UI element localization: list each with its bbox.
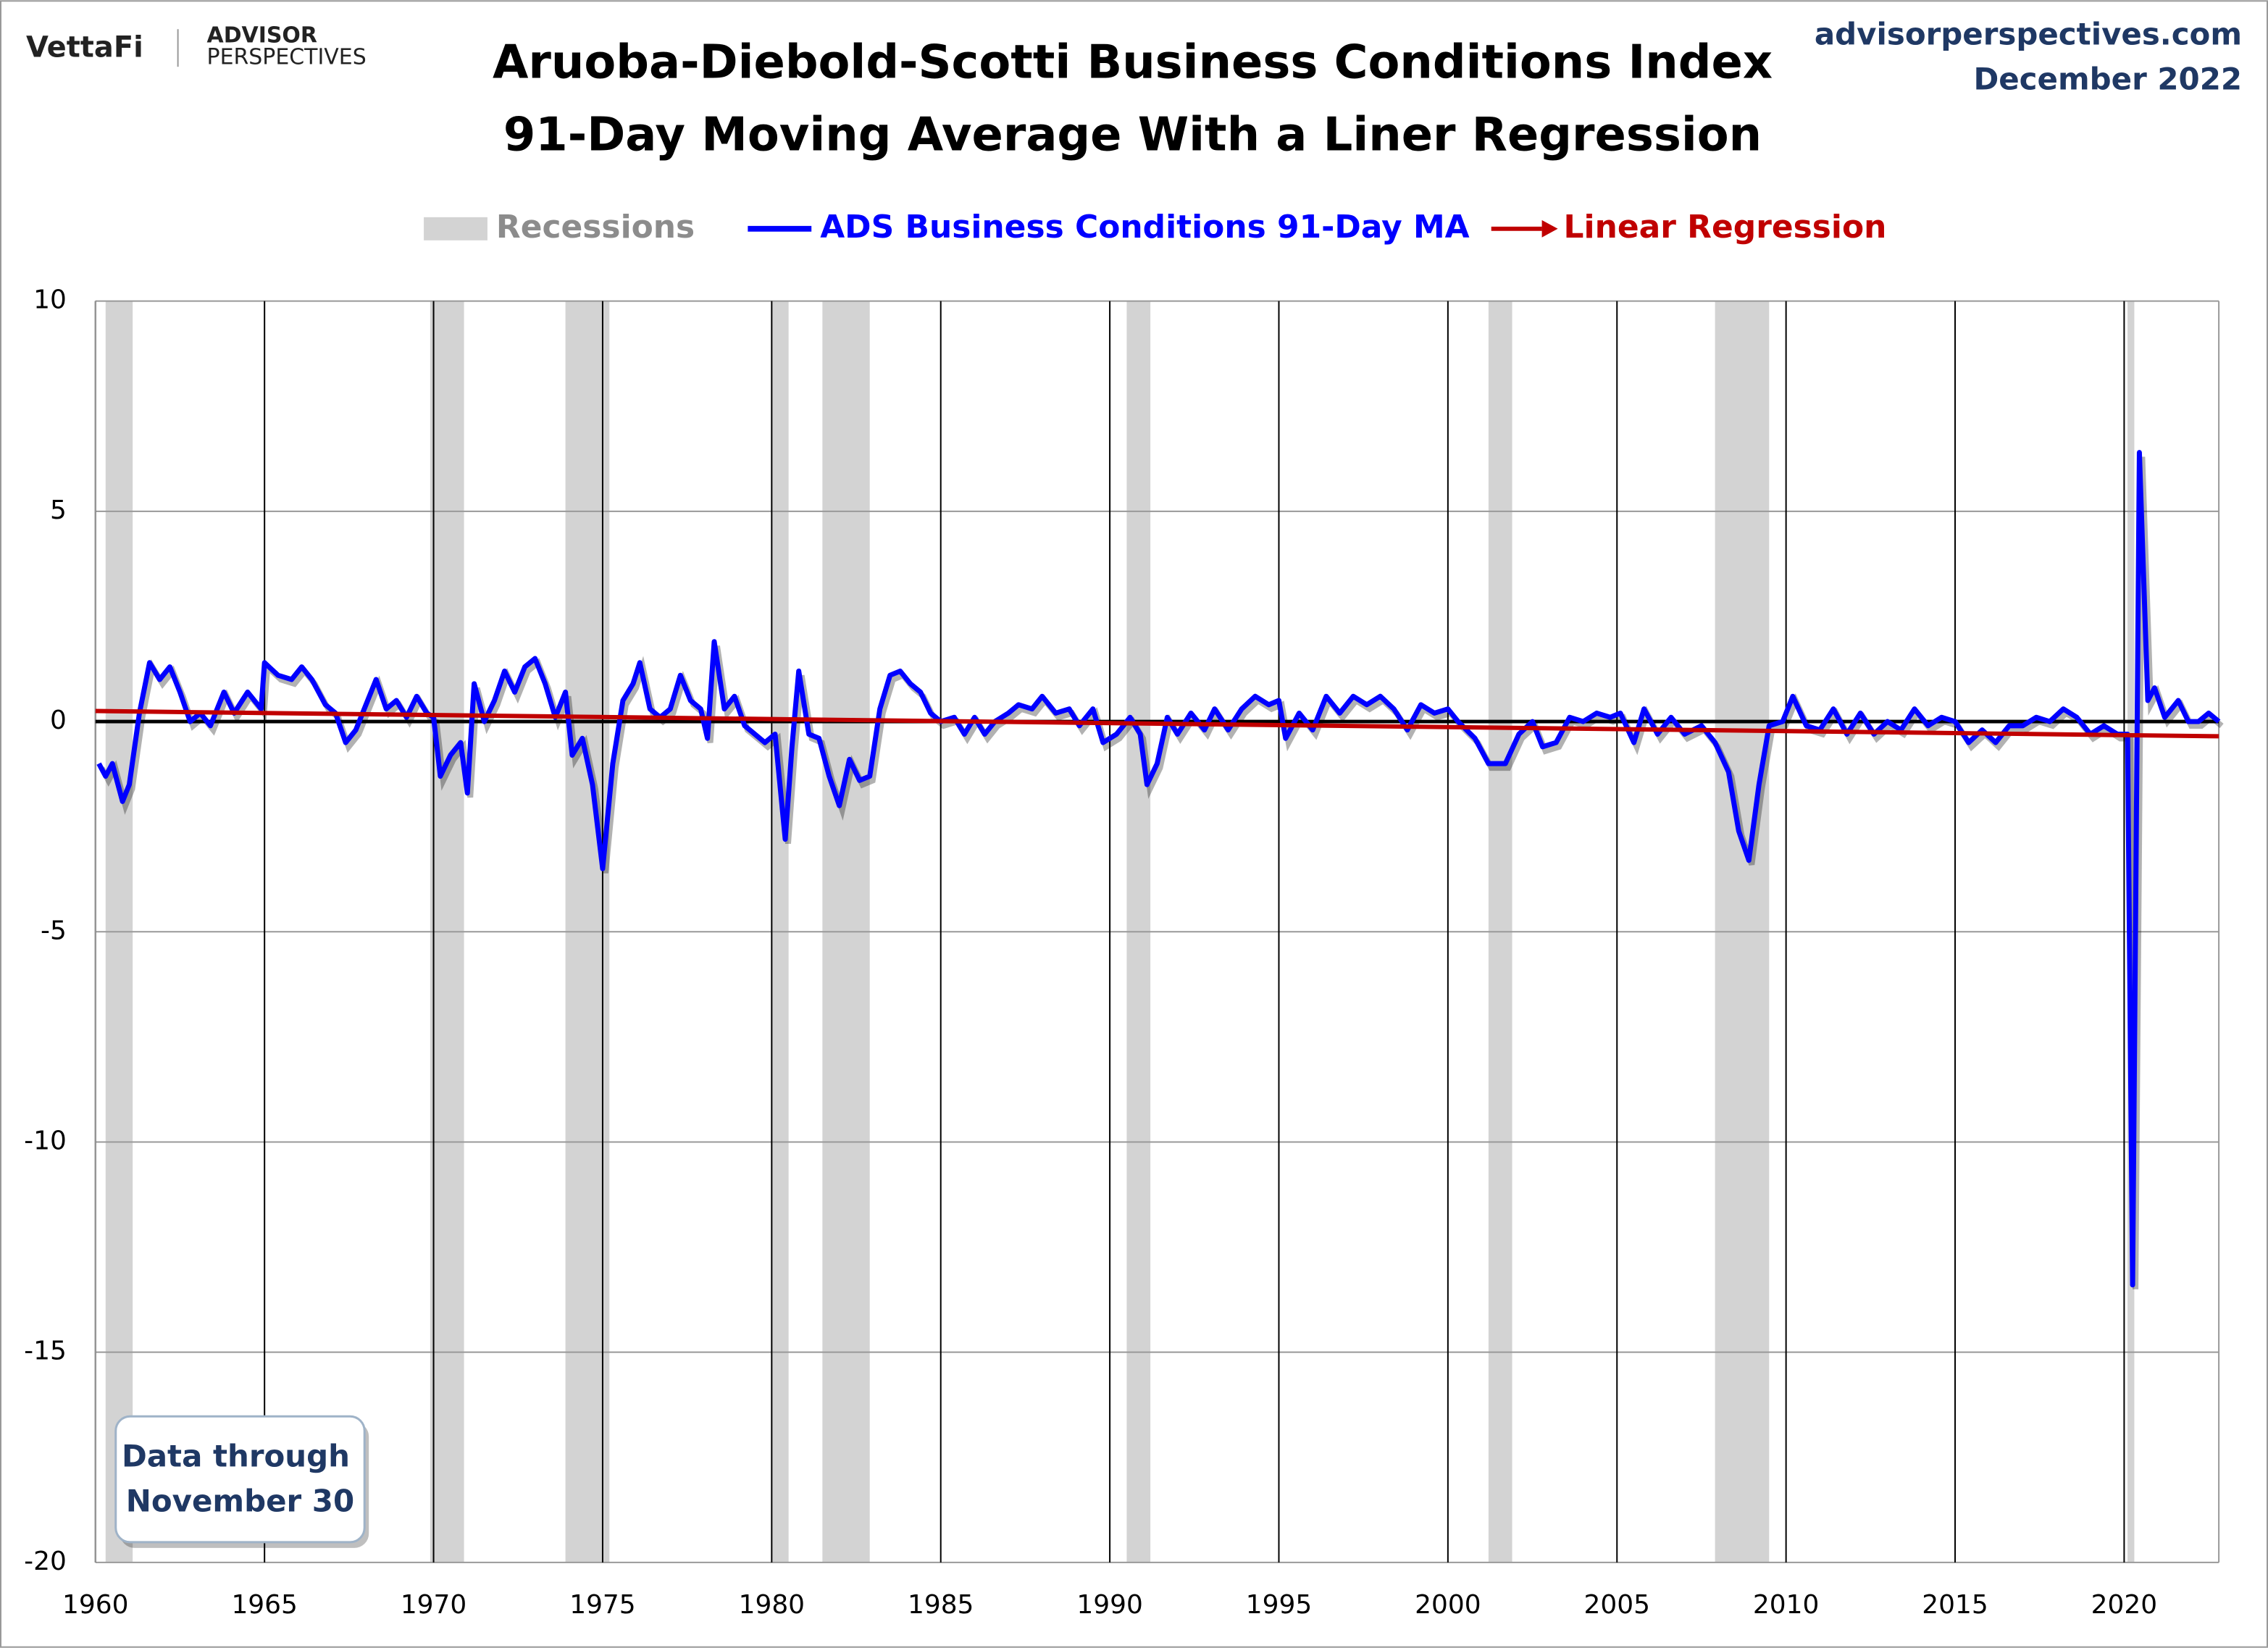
legend-arrow <box>1541 219 1558 238</box>
chart-title: Aruoba-Diebold-Scotti Business Condition… <box>493 36 1773 90</box>
series-line <box>96 450 2221 1288</box>
x-tick-label: 2010 <box>1753 1590 1819 1620</box>
x-tick-label: 2005 <box>1584 1590 1650 1620</box>
note-box <box>114 1415 366 1544</box>
series-line <box>95 708 2219 739</box>
x-tick-label: 1985 <box>908 1590 974 1620</box>
legend-label: ADS Business Conditions 91-Day MA <box>820 209 1469 246</box>
x-tick-label: 1995 <box>1246 1590 1312 1620</box>
date: December 2022 <box>1973 62 2242 97</box>
legend-swatch <box>424 217 488 240</box>
legend-label: Linear Regression <box>1564 209 1887 246</box>
y-tick-label: -5 <box>41 916 67 945</box>
chart-title: 91-Day Moving Average With a Liner Regre… <box>503 109 1762 162</box>
brand-sub: ADVISOR <box>207 23 317 49</box>
y-tick-label: -20 <box>24 1547 67 1576</box>
y-tick-label: -10 <box>24 1126 67 1155</box>
note: Data through <box>122 1439 350 1474</box>
x-tick-label: 2020 <box>2091 1590 2157 1620</box>
note: November 30 <box>126 1484 354 1519</box>
y-tick-label: -15 <box>24 1337 67 1366</box>
brand-sub: PERSPECTIVES <box>207 45 367 70</box>
x-tick-label: 1960 <box>62 1590 128 1620</box>
y-tick-label: 0 <box>50 706 67 735</box>
x-tick-label: 1965 <box>231 1590 297 1620</box>
x-tick-label: 1970 <box>401 1590 466 1620</box>
y-tick-label: 10 <box>33 285 67 315</box>
x-tick-label: 2015 <box>1922 1590 1988 1620</box>
brand: VettaFi <box>26 31 143 64</box>
legend-label: Recessions <box>496 209 695 246</box>
x-tick-label: 2000 <box>1415 1590 1481 1620</box>
x-tick-label: 1980 <box>739 1590 805 1620</box>
site: advisorperspectives.com <box>1815 17 2242 52</box>
x-tick-label: 1975 <box>569 1590 635 1620</box>
y-tick-label: 5 <box>50 495 67 525</box>
x-tick-label: 1990 <box>1076 1590 1142 1620</box>
